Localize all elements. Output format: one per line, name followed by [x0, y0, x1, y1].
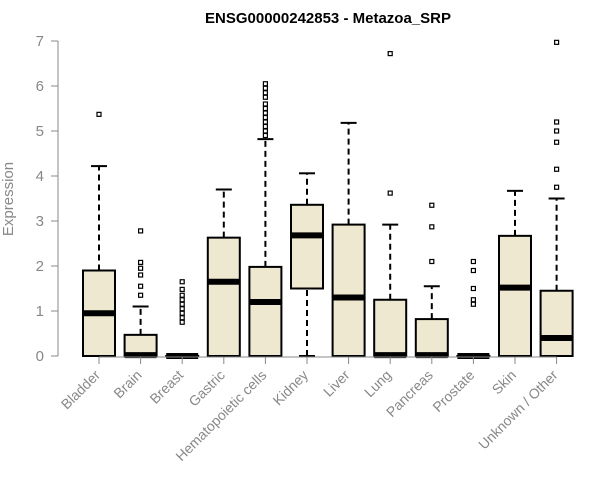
outlier-point: [262, 132, 268, 139]
x-tick-label: Brain: [110, 367, 144, 401]
y-tick-label: 7: [36, 33, 44, 50]
outlier-point: [179, 297, 185, 303]
outlier-point: [262, 81, 268, 87]
box-group: [373, 50, 408, 359]
outlier-point: [179, 279, 185, 285]
outlier-point: [179, 301, 185, 307]
outlier-point: [179, 310, 185, 316]
x-tick-label: Kidney: [270, 367, 312, 409]
outlier-point: [179, 306, 185, 312]
y-tick-label: 3: [36, 213, 44, 230]
box-body: [206, 236, 241, 357]
y-tick-label: 0: [36, 348, 44, 365]
box-group: [456, 258, 491, 359]
box-body: [331, 223, 366, 357]
box-body: [539, 289, 574, 357]
y-tick-label: 4: [36, 168, 44, 185]
outlier-point: [553, 139, 560, 145]
x-tick-label: Liver: [320, 367, 353, 400]
outlier-point: [553, 39, 560, 45]
y-tick-label: 1: [36, 303, 44, 320]
box-series: [82, 39, 574, 359]
box-body: [290, 203, 324, 290]
x-tick-label: Unknown / Other: [475, 367, 561, 453]
outlier-point: [262, 114, 268, 121]
box-group: [206, 188, 241, 357]
outlier-point: [470, 258, 476, 265]
box-body: [373, 298, 408, 357]
outlier-point: [138, 292, 144, 298]
outlier-point: [470, 267, 476, 274]
box-group: [82, 111, 116, 357]
outlier-point: [138, 259, 144, 265]
box-group: [123, 228, 158, 359]
outlier-point: [138, 272, 144, 278]
y-tick-label: 6: [36, 78, 44, 95]
x-tick-label: Bladder: [58, 367, 104, 413]
box-group: [331, 121, 366, 357]
outlier-point: [96, 111, 102, 117]
box-group: [414, 202, 449, 359]
outlier-point: [429, 202, 435, 208]
outlier-point: [553, 119, 560, 125]
box-body: [248, 265, 283, 357]
outlier-point: [262, 94, 268, 100]
outlier-point: [470, 297, 476, 303]
outlier-point: [262, 105, 268, 112]
outlier-point: [179, 315, 185, 321]
outlier-point: [179, 286, 185, 292]
outlier-point: [262, 101, 268, 107]
outlier-point: [429, 258, 435, 265]
y-axis: 0 1 2 3 4 5 6 7: [36, 33, 59, 365]
x-tick-label: Skin: [489, 367, 520, 398]
x-tick-label: Lung: [361, 367, 394, 400]
box-body: [414, 318, 449, 358]
box-body: [498, 234, 532, 358]
box-group: [290, 172, 324, 357]
box-group: [498, 189, 532, 358]
box-group: [165, 279, 200, 359]
outlier-point: [387, 190, 393, 196]
outlier-point: [262, 85, 268, 91]
outlier-point: [553, 128, 560, 134]
x-tick-label: Prostate: [429, 367, 477, 415]
chart-title: ENSG00000242853 - Metazoa_SRP: [205, 10, 451, 27]
outlier-point: [262, 128, 268, 134]
outlier-point: [262, 123, 268, 130]
outlier-point: [470, 285, 476, 292]
outlier-point: [429, 224, 435, 230]
outlier-point: [262, 90, 268, 96]
box-group: [539, 39, 574, 357]
outlier-point: [138, 228, 144, 234]
y-axis-label: Expression: [0, 162, 17, 236]
outlier-point: [387, 50, 393, 57]
outlier-point: [470, 301, 476, 307]
y-tick-label: 5: [36, 123, 44, 140]
outlier-point: [179, 292, 185, 298]
outlier-point: [138, 265, 144, 271]
outlier-point: [553, 166, 560, 172]
x-tick-label: Breast: [146, 367, 186, 407]
y-tick-label: 2: [36, 258, 44, 275]
outlier-point: [138, 283, 144, 289]
outlier-point: [179, 319, 185, 325]
box-group: [248, 81, 283, 357]
outlier-point: [262, 110, 268, 116]
outlier-point: [262, 119, 268, 125]
outlier-point: [553, 184, 560, 190]
